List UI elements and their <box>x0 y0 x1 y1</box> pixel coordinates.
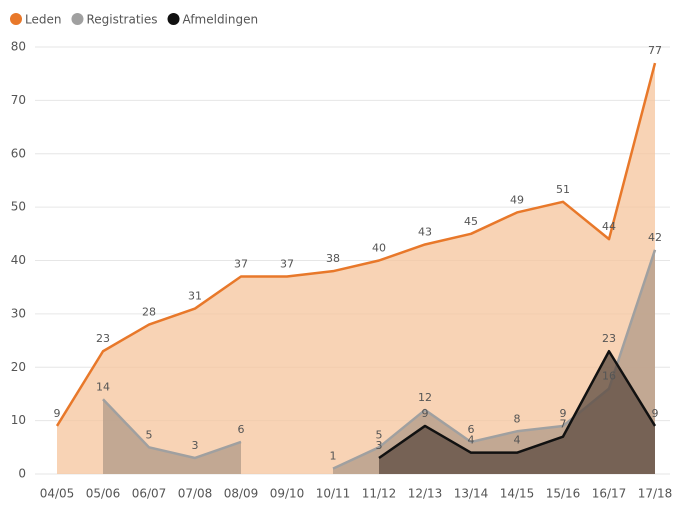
data-label: 9 <box>422 407 429 420</box>
x-tick-label: 15/16 <box>546 487 581 501</box>
data-label: 37 <box>234 258 248 271</box>
y-tick-label: 80 <box>11 40 26 54</box>
data-label: 8 <box>514 412 521 425</box>
data-label: 31 <box>188 290 202 303</box>
data-label: 9 <box>560 407 567 420</box>
y-tick-label: 70 <box>11 93 26 107</box>
data-label: 44 <box>602 220 616 233</box>
y-tick-label: 0 <box>18 467 26 481</box>
data-label: 43 <box>418 225 432 238</box>
x-tick-label: 12/13 <box>408 487 443 501</box>
x-tick-label: 06/07 <box>132 487 167 501</box>
data-label: 28 <box>142 306 156 319</box>
x-tick-label: 05/06 <box>86 487 121 501</box>
x-tick-label: 08/09 <box>224 487 259 501</box>
data-label: 4 <box>468 434 475 447</box>
data-label: 49 <box>510 193 524 206</box>
data-label: 5 <box>376 428 383 441</box>
legend-marker <box>167 13 180 25</box>
area <box>103 399 241 474</box>
data-label: 9 <box>652 407 659 420</box>
data-label: 9 <box>54 407 61 420</box>
x-tick-label: 16/17 <box>592 487 627 501</box>
data-label: 12 <box>418 391 432 404</box>
data-label: 3 <box>192 439 199 452</box>
data-label: 45 <box>464 215 478 228</box>
x-tick-label: 17/18 <box>638 487 673 501</box>
x-tick-label: 13/14 <box>454 487 489 501</box>
data-label: 14 <box>96 380 110 393</box>
data-label: 16 <box>602 370 616 383</box>
x-tick-label: 09/10 <box>270 487 305 501</box>
data-label: 37 <box>280 258 294 271</box>
legend-label: Leden <box>25 13 61 27</box>
y-tick-label: 60 <box>11 146 26 160</box>
data-label: 23 <box>602 332 616 345</box>
line <box>55 62 657 427</box>
line <box>378 349 657 460</box>
data-label: 7 <box>560 418 567 431</box>
area <box>379 351 655 474</box>
legend-label: Registraties <box>86 13 157 27</box>
data-label: 40 <box>372 242 386 255</box>
data-label: 42 <box>648 231 662 244</box>
data-label: 1 <box>330 450 337 463</box>
line <box>102 398 242 460</box>
x-tick-label: 11/12 <box>362 487 397 501</box>
y-tick-label: 50 <box>11 200 26 214</box>
data-label: 6 <box>468 423 475 436</box>
data-label: 38 <box>326 252 340 265</box>
data-label: 5 <box>146 428 153 441</box>
x-tick-label: 14/15 <box>500 487 535 501</box>
data-label: 51 <box>556 183 570 196</box>
x-tick-label: 10/11 <box>316 487 351 501</box>
x-tick-label: 04/05 <box>40 487 75 501</box>
data-label: 4 <box>514 434 521 447</box>
y-tick-label: 40 <box>11 253 26 267</box>
y-tick-label: 20 <box>11 360 26 374</box>
legend-marker <box>10 13 22 25</box>
x-tick-label: 07/08 <box>178 487 213 501</box>
y-tick-label: 30 <box>11 306 26 320</box>
legend-marker <box>71 13 84 25</box>
legend-label: Afmeldingen <box>183 13 259 27</box>
y-tick-label: 10 <box>11 413 26 427</box>
data-label: 3 <box>376 439 383 452</box>
data-label: 6 <box>238 423 245 436</box>
area <box>57 63 655 474</box>
data-label: 23 <box>96 332 110 345</box>
data-label: 77 <box>648 44 662 57</box>
